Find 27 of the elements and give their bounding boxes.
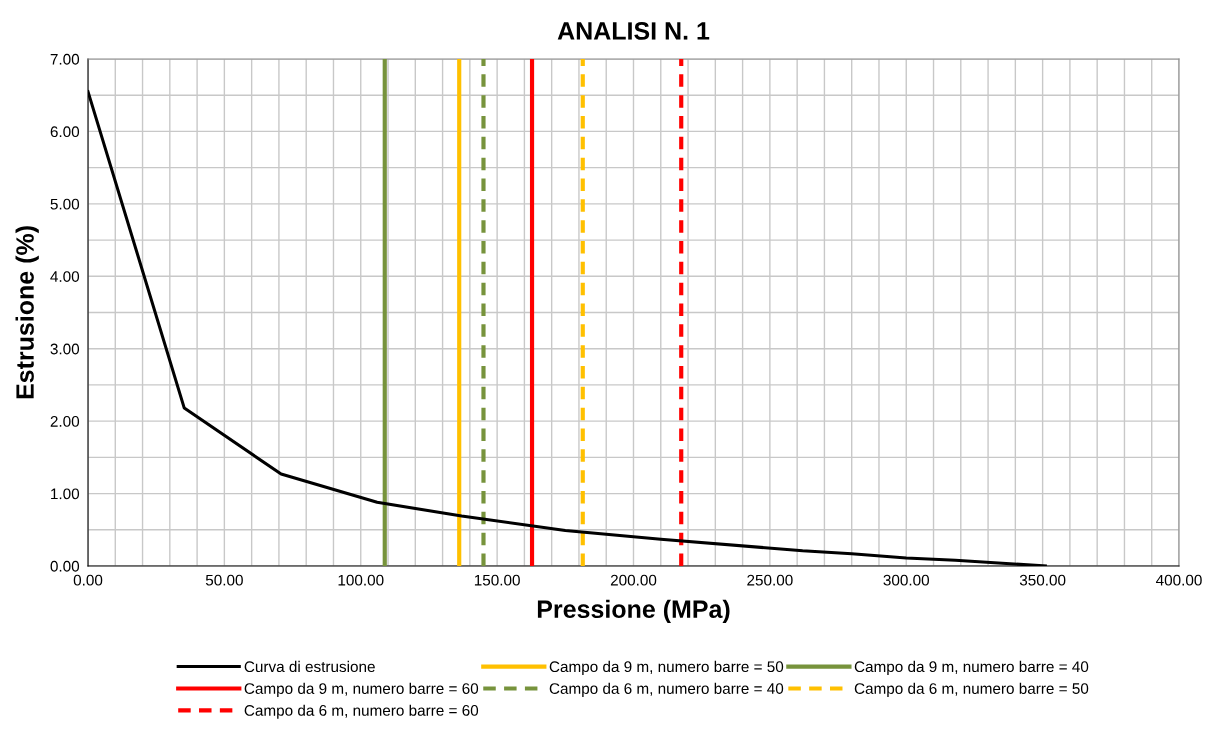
y-axis-title: Estrusione (%): [15, 226, 39, 399]
x-tick-label: 150.00: [474, 574, 520, 586]
x-tick-label: 350.00: [1019, 574, 1066, 586]
x-tick-label: 200.00: [610, 574, 657, 586]
x-tick-label: 300.00: [883, 574, 930, 586]
legend-label: Campo da 9 m, numero barre = 40: [854, 660, 1089, 676]
legend-label: Campo da 6 m, numero barre = 60: [244, 704, 479, 719]
legend-label: Curva di estrusione: [244, 660, 375, 673]
chart-title: ANALISI N. 1: [557, 22, 710, 40]
x-tick-label: 400.00: [1155, 574, 1202, 586]
x-tick-label: 50.00: [205, 574, 243, 586]
x-tick-label: 100.00: [338, 574, 384, 586]
y-tick-label: 6.00: [50, 126, 80, 138]
y-tick-label: 4.00: [50, 271, 80, 282]
legend-label: Campo da 6 m, numero barre = 50: [854, 682, 1089, 697]
y-tick-label: 0.00: [50, 560, 80, 572]
y-tick-label: 7.00: [50, 53, 80, 65]
x-axis-title: Pressione (MPa): [537, 599, 730, 623]
y-tick-label: 5.00: [50, 198, 80, 210]
y-tick-label: 1.00: [51, 488, 80, 500]
legend-label: Campo da 9 m, numero barre = 50: [549, 660, 784, 676]
y-tick-label: 3.00: [50, 343, 80, 355]
x-tick-label: 0.00: [73, 574, 103, 586]
legend-label: Campo da 6 m, numero barre = 40: [549, 682, 784, 697]
y-tick-label: 2.00: [50, 416, 80, 427]
legend-label: Campo da 9 m, numero barre = 60: [244, 682, 479, 697]
x-tick-label: 250.00: [747, 574, 793, 586]
